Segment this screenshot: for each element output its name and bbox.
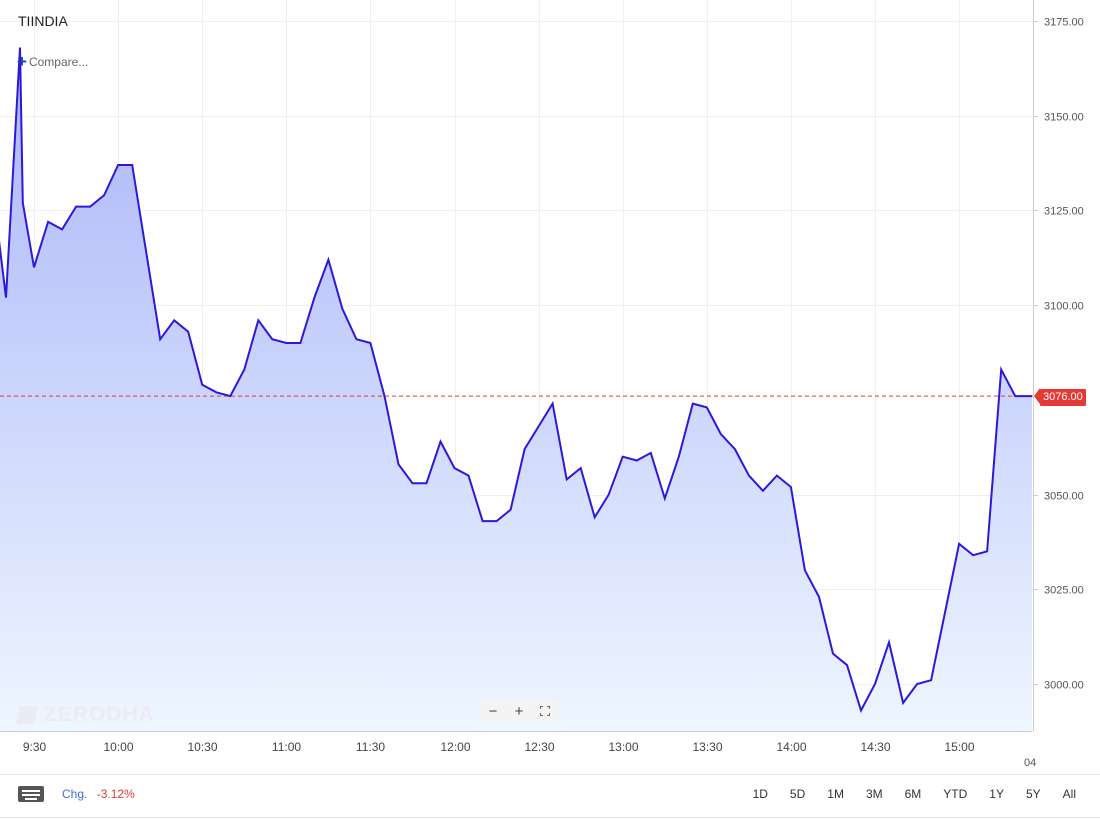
x-tick-label: 13:30	[692, 740, 722, 754]
y-tick-label: 3050.00	[1044, 491, 1084, 503]
x-tick-label: 14:00	[776, 740, 806, 754]
plus-icon: +	[17, 52, 27, 71]
keyboard-icon[interactable]	[18, 786, 44, 802]
period-1y[interactable]: 1Y	[989, 787, 1004, 801]
fullscreen-icon	[540, 706, 550, 716]
x-tick-label: 12:00	[440, 740, 470, 754]
price-area	[0, 47, 1032, 731]
change-value: -3.12%	[96, 787, 135, 801]
x-edge-label: 04	[1024, 757, 1036, 769]
x-tick-label: 10:00	[103, 740, 133, 754]
y-tick-label: 3100.00	[1044, 301, 1084, 313]
period-5y[interactable]: 5Y	[1025, 787, 1041, 801]
compare-button[interactable]: + Compare...	[17, 52, 89, 71]
y-axis: 3175.00 3150.00 3125.00 3100.00 3050.00 3025.…	[1033, 0, 1084, 731]
x-tick-label: 11:30	[356, 740, 385, 754]
period-6m[interactable]: 6M	[904, 787, 922, 801]
x-tick-label: 12:30	[524, 740, 554, 754]
symbol-title: TIINDIA	[18, 13, 68, 29]
y-tick-label: 3000.00	[1044, 680, 1084, 692]
y-tick-label: 3025.00	[1044, 585, 1084, 597]
x-tick-label: 15:00	[944, 740, 974, 754]
x-tick-label: 13:00	[608, 740, 638, 754]
period-all[interactable]: All	[1062, 787, 1076, 801]
zoom-out-button[interactable]: −	[488, 702, 498, 720]
zoom-in-button[interactable]: +	[514, 702, 524, 720]
zoom-controls: − +	[480, 701, 558, 721]
price-tag-pointer	[1034, 388, 1040, 405]
fullscreen-button[interactable]	[532, 701, 558, 721]
change-indicator: Chg. -3.12%	[62, 787, 135, 801]
bottom-toolbar: Chg. -3.12% 1D 5D 1M 3M 6M YTD 1Y 5Y All	[0, 774, 1100, 818]
price-line	[0, 47, 1032, 714]
watermark-text: ZERODHA	[44, 703, 155, 726]
x-tick-label: 11:00	[272, 740, 301, 754]
change-label: Chg.	[62, 787, 88, 801]
compare-label: Compare...	[28, 55, 89, 69]
y-tick-label: 3175.00	[1044, 17, 1084, 29]
watermark-logo: ZERODHA	[16, 703, 155, 727]
period-1m[interactable]: 1M	[827, 787, 844, 801]
zerodha-logo-icon	[16, 706, 38, 724]
period-selector: 1D 5D 1M 3M 6M YTD 1Y 5Y All	[731, 787, 1076, 801]
y-tick-label: 3150.00	[1044, 112, 1084, 124]
period-5d[interactable]: 5D	[789, 787, 806, 801]
last-price-tag: 3076.00	[1040, 389, 1086, 406]
x-tick-label: 9:30	[23, 740, 47, 754]
period-ytd[interactable]: YTD	[943, 787, 968, 801]
period-1d[interactable]: 1D	[752, 787, 768, 801]
x-tick-label: 14:30	[860, 740, 890, 754]
x-tick-label: 10:30	[187, 740, 217, 754]
period-3m[interactable]: 3M	[865, 787, 883, 801]
y-tick-label: 3125.00	[1044, 206, 1084, 218]
x-axis: 9:30 10:00 10:30 11:00 11:30 12:00 12:30 13:00 1…	[0, 731, 1036, 769]
